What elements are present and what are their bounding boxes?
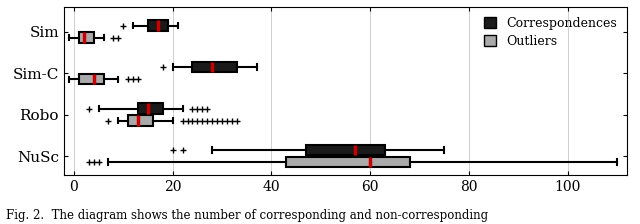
PathPatch shape xyxy=(193,62,237,72)
Legend: Correspondences, Outliers: Correspondences, Outliers xyxy=(480,13,621,52)
PathPatch shape xyxy=(306,145,385,155)
PathPatch shape xyxy=(79,32,93,43)
PathPatch shape xyxy=(138,103,163,114)
PathPatch shape xyxy=(148,20,168,31)
PathPatch shape xyxy=(79,74,104,84)
Text: Fig. 2.  The diagram shows the number of corresponding and non-corresponding: Fig. 2. The diagram shows the number of … xyxy=(6,209,488,222)
PathPatch shape xyxy=(128,115,153,126)
PathPatch shape xyxy=(286,157,410,167)
